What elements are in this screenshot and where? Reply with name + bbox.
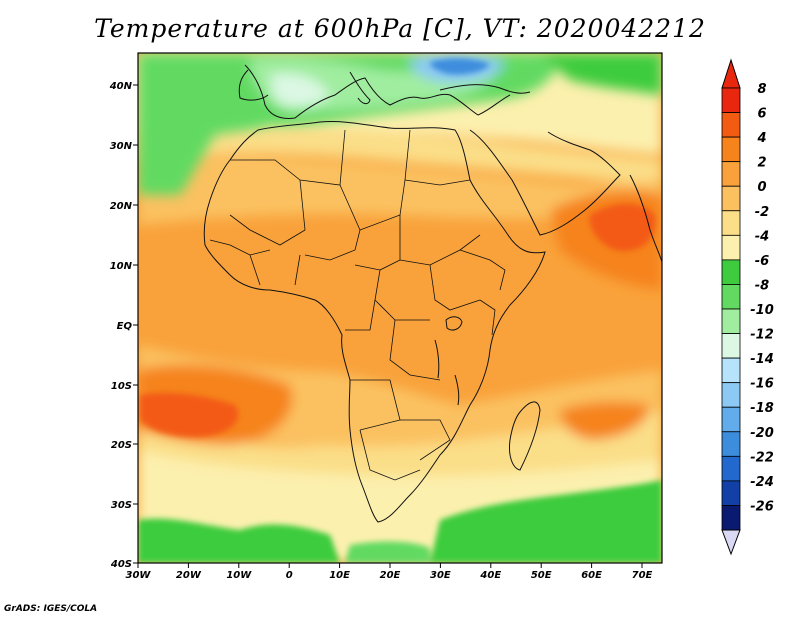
lat-axis: 40N 30N 20N 10N EQ 10S 20S 30S 40S xyxy=(109,81,138,570)
colorbar-label: -14 xyxy=(750,352,774,367)
colorbar-label: 0 xyxy=(757,180,766,195)
colorbar-swatch xyxy=(721,406,741,433)
colorbar-label: -18 xyxy=(750,401,774,416)
lon-tick-label: 10E xyxy=(329,570,350,581)
turkey-coast xyxy=(439,84,531,94)
lat-tick-label: 10S xyxy=(111,381,132,392)
lon-tick-label: 70E xyxy=(632,570,653,581)
colorbar-swatch xyxy=(721,112,741,138)
colorbar-swatch xyxy=(721,87,741,113)
coastlines-and-borders xyxy=(203,64,662,523)
colorbar-label: -20 xyxy=(750,426,774,441)
italy-coast xyxy=(349,71,371,105)
colorbar-label: -2 xyxy=(755,205,769,220)
colorbar-label: -12 xyxy=(750,328,774,343)
colorbar-swatch xyxy=(721,308,741,334)
colorbar-swatch xyxy=(721,185,741,212)
colorbar-swatch xyxy=(721,136,741,163)
arabia-coastline xyxy=(469,129,621,236)
colorbar-swatch xyxy=(721,259,741,285)
europe-coastline xyxy=(244,64,511,119)
country-borders xyxy=(209,129,506,481)
colorbar-top-arrow xyxy=(721,58,741,89)
colorbar-swatch xyxy=(721,480,741,506)
lake-tanganyika xyxy=(434,339,440,379)
colorbar-label: -22 xyxy=(750,450,774,465)
field-green-south-east xyxy=(430,480,662,563)
colorbar-swatch xyxy=(721,382,741,408)
india-coastline xyxy=(629,174,662,263)
lon-tick-label: 60E xyxy=(581,570,602,581)
africa-coastline xyxy=(203,121,546,523)
lon-tick-label: 0 xyxy=(286,570,293,581)
colorbar-label: 8 xyxy=(757,82,766,97)
colorbar-swatch xyxy=(721,161,741,187)
lon-axis: 30W 20W 10W 0 10E 20E 30E 40E 50E 60E 70E xyxy=(126,563,653,581)
field-mint-north xyxy=(270,73,330,107)
field-yellow-north xyxy=(138,124,662,185)
colorbar-label: 6 xyxy=(757,107,766,122)
colorbar-label: -26 xyxy=(750,499,774,514)
lon-tick-label: 30W xyxy=(126,570,152,581)
lon-tick-label: 40E xyxy=(479,570,501,581)
temperature-field xyxy=(138,53,662,563)
lon-tick-label: 30E xyxy=(430,570,451,581)
colorbar-swatch xyxy=(721,284,741,310)
lon-tick-label: 20W xyxy=(176,570,202,581)
lon-tick-label: 20E xyxy=(380,570,401,581)
field-green-northeast xyxy=(540,53,662,95)
lat-tick-label: 20N xyxy=(110,201,133,212)
field-yellow-south xyxy=(138,405,662,477)
colorbar-label: -6 xyxy=(755,254,769,269)
colorbar-label: -16 xyxy=(750,377,774,392)
colorbar-label: -24 xyxy=(750,475,774,490)
lon-tick-label: 50E xyxy=(531,570,552,581)
colorbar-swatch xyxy=(721,357,741,384)
colorbar-swatch xyxy=(721,455,741,482)
madagascar-coastline xyxy=(509,401,541,471)
colorbar-swatch xyxy=(721,431,741,457)
field-green-south-mid xyxy=(345,541,430,563)
field-green-south-west xyxy=(138,518,340,563)
field-warm-indian xyxy=(560,401,650,440)
lat-tick-label: 40N xyxy=(109,81,133,92)
colorbar-label: 2 xyxy=(757,156,766,171)
field-hot-atlantic xyxy=(140,393,239,438)
colorbar-swatch xyxy=(721,210,741,236)
lake-victoria xyxy=(445,316,463,331)
colorbar-swatch xyxy=(721,234,741,261)
lat-tick-label: 30S xyxy=(111,500,132,511)
colorbar-swatch xyxy=(721,333,741,359)
lat-tick-label: EQ xyxy=(117,321,133,332)
colorbar-bottom-arrow xyxy=(721,529,741,556)
colorbar: 8 6 4 2 0 -2 -4 -6 -8 -10 -12 -14 -16 -18 -20 -22 -24 -26 xyxy=(721,58,774,556)
map-frame xyxy=(137,52,663,564)
lake-malawi xyxy=(454,374,460,406)
field-hot-east xyxy=(589,203,656,251)
lat-tick-label: 30N xyxy=(110,141,133,152)
lat-tick-label: 40S xyxy=(110,559,132,570)
colorbar-label: -4 xyxy=(755,229,769,244)
chart-title: Temperature at 600hPa [C], VT: 202004221… xyxy=(94,14,706,43)
iberia-coast xyxy=(238,69,269,101)
lon-tick-label: 10W xyxy=(226,570,252,581)
field-light-orange-north xyxy=(138,155,662,225)
lat-tick-label: 20S xyxy=(111,440,132,451)
colorbar-label: -8 xyxy=(755,278,769,293)
colorbar-label: 4 xyxy=(756,131,766,146)
colorbar-swatch xyxy=(721,505,741,531)
field-deepblue-north xyxy=(430,58,490,75)
grads-credit: GrADS: IGES/COLA xyxy=(4,604,98,614)
lat-tick-label: 10N xyxy=(110,261,133,272)
colorbar-label: -10 xyxy=(750,303,774,318)
